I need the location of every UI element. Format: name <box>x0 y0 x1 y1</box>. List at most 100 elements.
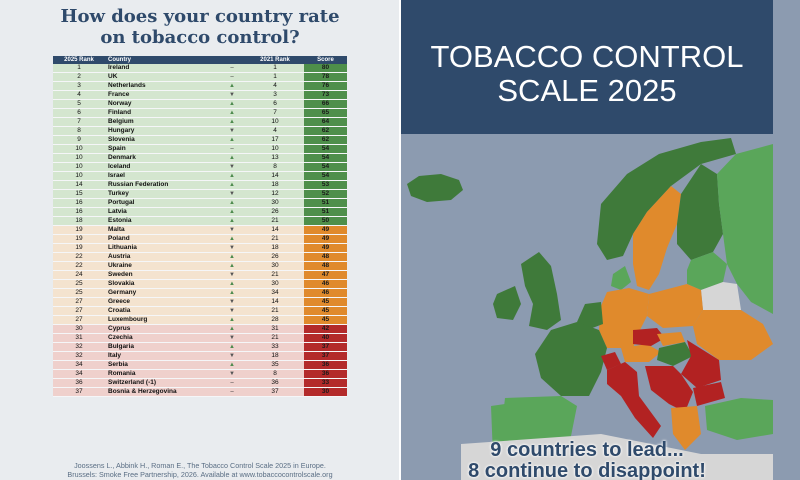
country-cell: Slovenia <box>105 135 218 145</box>
triangle-up-icon: ▲ <box>218 117 246 127</box>
map-region-finland <box>677 164 723 260</box>
score-cell: 62 <box>304 135 347 145</box>
country-cell: Ukraine <box>105 261 218 271</box>
map-region-turkey <box>705 398 773 440</box>
dash-icon: – <box>230 74 234 80</box>
table-row: 27 Luxembourg ▲ 28 45 <box>53 315 347 325</box>
triangle-up-icon: ▲ <box>229 236 235 242</box>
rank-2021-cell: 1 <box>246 64 304 73</box>
map-region-north-africa <box>461 434 773 480</box>
rank-2021-cell: 26 <box>246 207 304 217</box>
country-cell: Romania <box>105 369 218 379</box>
rank-cell: 32 <box>53 342 105 352</box>
table-row: 25 Germany ▲ 34 46 <box>53 288 347 298</box>
triangle-up-icon: ▲ <box>218 342 246 352</box>
rank-cell: 1 <box>53 64 105 73</box>
score-cell: 37 <box>304 351 347 361</box>
triangle-up-icon: ▲ <box>229 263 235 269</box>
score-cell: 45 <box>304 297 347 307</box>
score-cell: 62 <box>304 126 347 136</box>
triangle-up-icon: ▲ <box>218 216 246 226</box>
rank-cell: 8 <box>53 126 105 136</box>
table-row: 14 Russian Federation ▲ 18 53 <box>53 180 347 190</box>
map-region-russia <box>717 144 773 314</box>
rank-cell: 2 <box>53 72 105 82</box>
country-cell: Italy <box>105 351 218 361</box>
country-cell: Czechia <box>105 333 218 343</box>
country-cell: Sweden <box>105 270 218 280</box>
triangle-down-icon: ▼ <box>229 353 235 359</box>
triangle-up-icon: ▲ <box>229 173 235 179</box>
score-cell: 45 <box>304 306 347 316</box>
table-row: 10 Iceland ▼ 8 54 <box>53 162 347 172</box>
score-cell: 40 <box>304 333 347 343</box>
table-row: 22 Ukraine ▲ 30 48 <box>53 261 347 271</box>
country-cell: Austria <box>105 252 218 262</box>
triangle-up-icon: ▲ <box>229 344 235 350</box>
rank-2021-cell: 26 <box>246 252 304 262</box>
table-row: 16 Latvia ▲ 26 51 <box>53 207 347 217</box>
panel-divider <box>399 0 401 480</box>
table-row: 15 Turkey ▼ 12 52 <box>53 189 347 199</box>
country-cell: Denmark <box>105 153 218 163</box>
table-row: 27 Croatia ▼ 21 45 <box>53 306 347 316</box>
triangle-down-icon: ▼ <box>229 227 235 233</box>
map-region-uk <box>521 252 561 330</box>
europe-map-svg <box>407 138 773 480</box>
rank-cell: 27 <box>53 306 105 316</box>
country-cell: Belgium <box>105 117 218 127</box>
country-cell: Greece <box>105 297 218 307</box>
score-cell: 30 <box>304 387 347 397</box>
country-cell: France <box>105 90 218 100</box>
table-row: 7 Belgium ▲ 10 64 <box>53 117 347 127</box>
rank-cell: 10 <box>53 153 105 163</box>
map-region-denmark <box>611 266 631 290</box>
map-region-baltics <box>687 252 727 290</box>
triangle-down-icon: ▼ <box>218 225 246 235</box>
map-region-iceland <box>407 174 463 202</box>
header-rank: 2025 Rank <box>53 56 105 64</box>
triangle-down-icon: ▼ <box>229 272 235 278</box>
score-cell: 64 <box>304 117 347 127</box>
map-region-switzerland <box>601 352 621 370</box>
triangle-up-icon: ▲ <box>218 279 246 289</box>
table-row: 32 Italy ▼ 18 37 <box>53 351 347 361</box>
score-cell: 51 <box>304 198 347 208</box>
rank-2021-cell: 18 <box>246 180 304 190</box>
map-region-balkans <box>645 366 693 412</box>
score-cell: 49 <box>304 243 347 253</box>
country-cell: Israel <box>105 171 218 181</box>
score-cell: 80 <box>304 64 347 73</box>
table-row: 34 Romania ▼ 8 36 <box>53 369 347 379</box>
rank-2021-cell: 14 <box>246 225 304 235</box>
triangle-down-icon: ▼ <box>218 297 246 307</box>
triangle-down-icon: ▼ <box>229 335 235 341</box>
map-region-ukraine <box>693 310 773 360</box>
triangle-up-icon: ▲ <box>218 180 246 190</box>
rank-2021-cell: 30 <box>246 279 304 289</box>
tagline-1: 9 countries to lead... <box>490 439 684 461</box>
score-cell: 54 <box>304 171 347 181</box>
rank-2021-cell: 33 <box>246 342 304 352</box>
score-cell: 47 <box>304 270 347 280</box>
rank-cell: 24 <box>53 270 105 280</box>
country-cell: Lithuania <box>105 243 218 253</box>
rank-cell: 22 <box>53 252 105 262</box>
rank-cell: 16 <box>53 207 105 217</box>
country-cell: Latvia <box>105 207 218 217</box>
country-cell: Turkey <box>105 189 218 199</box>
dash-icon: – <box>218 378 246 388</box>
triangle-up-icon: ▲ <box>229 362 235 368</box>
table-row: 5 Norway ▲ 6 66 <box>53 99 347 109</box>
triangle-up-icon: ▲ <box>218 234 246 244</box>
score-cell: 78 <box>304 72 347 82</box>
triangle-down-icon: ▼ <box>218 189 246 199</box>
rank-2021-cell: 13 <box>246 153 304 163</box>
header-trend <box>218 56 246 64</box>
country-cell: Germany <box>105 288 218 298</box>
rank-cell: 10 <box>53 144 105 154</box>
triangle-down-icon: ▼ <box>218 126 246 136</box>
rank-cell: 19 <box>53 243 105 253</box>
country-cell: Luxembourg <box>105 315 218 325</box>
map-region-bulgaria <box>693 382 725 406</box>
